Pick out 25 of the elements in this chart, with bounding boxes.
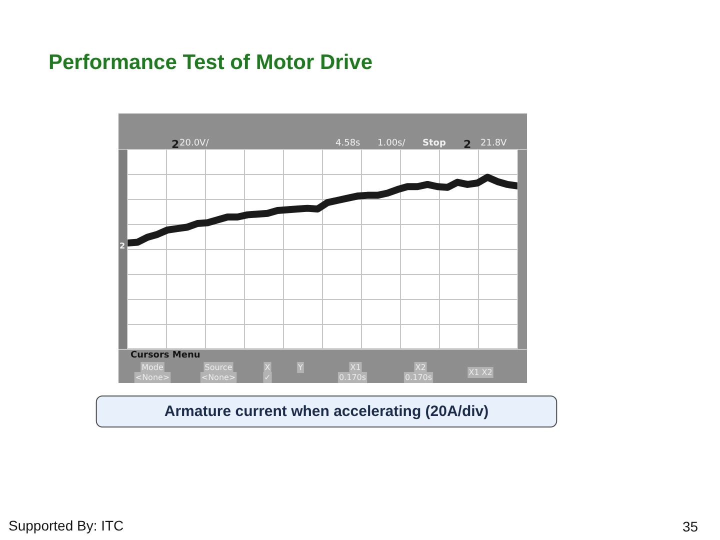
text: 20.0V/ <box>180 138 210 148</box>
text: Cursors Menu <box>130 350 200 360</box>
text: <None> <box>201 373 236 382</box>
text: X2 <box>415 363 426 372</box>
text: ✓ <box>264 373 271 382</box>
text: <None> <box>135 373 170 382</box>
text: 2 <box>464 138 472 151</box>
text: 2 <box>120 242 126 250</box>
text: X1 <box>350 363 361 372</box>
text: Supported By: ITC <box>8 518 124 534</box>
text: X1 X2 <box>468 368 492 377</box>
text: 4.58s <box>336 138 361 148</box>
text: 21.8V <box>480 138 508 148</box>
text: 0.170s <box>338 373 366 382</box>
text: X <box>264 363 271 372</box>
text: Source <box>204 363 232 372</box>
text: 2 <box>172 138 180 151</box>
chart-title: Performance Test of Motor Drive <box>48 51 373 74</box>
text: Stop <box>422 138 446 148</box>
text: Mode <box>142 363 164 372</box>
text: 0.170s <box>404 373 432 382</box>
text: 35 <box>682 518 698 534</box>
text: Y <box>297 363 304 372</box>
text: Armature current when accelerating (20A/div) <box>164 403 489 420</box>
text: 1.00s/ <box>378 138 406 148</box>
